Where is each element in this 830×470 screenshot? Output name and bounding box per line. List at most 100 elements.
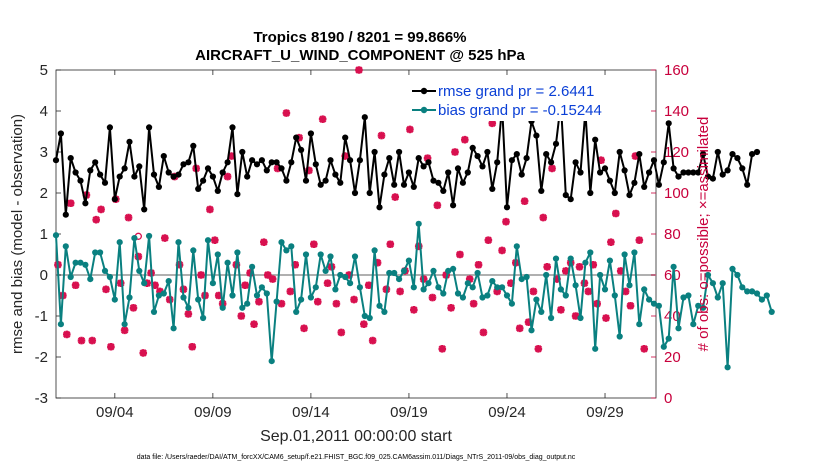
rmse-point [621, 167, 628, 174]
bias-point [273, 298, 280, 305]
obs-assimilated-point [621, 287, 630, 296]
bias-point [366, 314, 373, 322]
x-tick-label: 09/24 [488, 404, 526, 421]
y-tick-label-left: 2 [40, 185, 48, 202]
obs-assimilated-point [337, 328, 346, 337]
rmse-point [719, 171, 726, 178]
obs-assimilated-point [260, 238, 268, 246]
bias-point [77, 259, 84, 266]
obs-assimilated-point [241, 281, 250, 290]
rmse-point [327, 157, 334, 164]
bias-point [219, 304, 226, 311]
obs-assimilated-point [286, 287, 295, 296]
x-tick-label: 09/29 [586, 404, 624, 421]
rmse-point [680, 169, 687, 176]
obs-assimilated-point [616, 267, 625, 275]
obs-assimilated-point [305, 166, 313, 175]
bias-point [582, 259, 589, 266]
bias-point [249, 263, 256, 270]
bias-point [700, 304, 707, 311]
obs-assimilated-point [484, 236, 493, 244]
obs-assimilated-point [593, 299, 601, 308]
bias-point [72, 259, 79, 266]
obs-assimilated-point [524, 318, 533, 326]
rmse-point [469, 144, 476, 151]
obs-assimilated-point [206, 205, 214, 214]
rmse-point [714, 148, 721, 156]
rmse-point [562, 192, 569, 199]
obs-assimilated-point [373, 258, 382, 267]
bias-point [660, 343, 667, 350]
obs-assimilated-point [175, 260, 184, 269]
rmse-point [298, 146, 305, 153]
obs-assimilated-point [92, 215, 100, 224]
bias-point [111, 296, 118, 303]
obs-assimilated-point [332, 299, 341, 308]
bias-point [601, 286, 609, 293]
rmse-point [508, 157, 515, 164]
bias-point [175, 239, 182, 246]
rmse-point [155, 183, 162, 190]
rmse-point [459, 179, 466, 186]
rmse-point [180, 161, 187, 168]
bias-point [513, 243, 520, 250]
rmse-point [704, 173, 712, 180]
y-tick-label-right: 120 [664, 144, 689, 161]
rmse-point [601, 165, 609, 172]
bias-point [317, 251, 324, 258]
obs-assimilated-point [626, 301, 635, 310]
obs-assimilated-point [635, 236, 644, 244]
obs-assimilated-point [584, 287, 593, 296]
bias-point [714, 294, 721, 301]
bias-point [454, 290, 462, 297]
bias-point [312, 284, 319, 291]
x-axis-label: Sep.01,2011 00:00:00 start [260, 428, 452, 445]
bias-point [327, 253, 334, 260]
rmse-point [317, 181, 324, 188]
obs-assimilated-point [124, 213, 133, 222]
bias-point [474, 269, 481, 277]
rmse-point [646, 169, 653, 176]
rmse-point [670, 165, 677, 172]
bias-point [675, 325, 682, 332]
bias-point [146, 232, 153, 240]
rmse-point [204, 165, 212, 172]
rmse-point [101, 179, 109, 186]
bias-point [753, 290, 761, 297]
legend-bias-marker [420, 106, 428, 114]
rmse-point [258, 157, 265, 164]
rmse-point [552, 140, 560, 147]
obs-assimilated-point [368, 336, 377, 345]
bias-point [646, 296, 653, 303]
bias-point [263, 290, 270, 297]
bias-point [592, 345, 599, 352]
rmse-point [293, 134, 300, 141]
bias-point [396, 276, 403, 283]
rmse-point [224, 159, 231, 166]
rmse-point [136, 163, 143, 170]
obs-assimilated-point [134, 252, 143, 261]
rmse-point [106, 124, 113, 131]
obs-assimilated-point [273, 164, 282, 173]
bias-point [371, 247, 378, 254]
rmse-point [587, 189, 594, 197]
rmse-point [126, 138, 133, 145]
bias-point [552, 255, 560, 262]
obs-assimilated-point [498, 246, 506, 255]
rmse-point [577, 169, 584, 176]
rmse-point [518, 171, 525, 178]
bias-point [351, 253, 359, 260]
bias-point [209, 280, 216, 287]
rmse-point [729, 151, 736, 158]
y-tick-label-left: 1 [40, 226, 48, 243]
rmse-series-layer [52, 99, 761, 218]
obs-assimilated-point [291, 260, 300, 269]
obs-assimilated-point [493, 287, 501, 296]
obs-assimilated-point [447, 304, 455, 312]
obs-assimilated-point [197, 271, 205, 279]
bias-point [136, 267, 143, 274]
rmse-point [111, 196, 118, 203]
y-tick-label-left: 5 [40, 62, 48, 79]
rmse-point [249, 157, 256, 164]
